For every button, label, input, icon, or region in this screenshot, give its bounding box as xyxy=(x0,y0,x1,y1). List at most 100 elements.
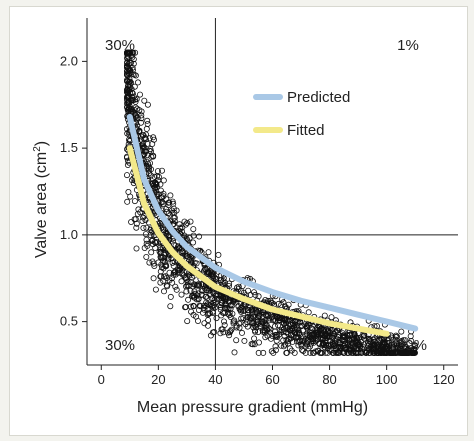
scatter-point xyxy=(220,329,227,336)
scatter-point xyxy=(386,339,393,346)
scatter-point xyxy=(173,286,180,293)
scatter-point xyxy=(166,269,173,276)
scatter-point xyxy=(253,324,260,331)
scatter-point xyxy=(137,209,144,216)
scatter-point xyxy=(269,300,276,307)
scatter-point xyxy=(253,321,260,328)
scatter-point xyxy=(157,253,164,260)
scatter-point xyxy=(389,343,396,350)
scatter-point xyxy=(307,349,314,356)
scatter-point xyxy=(195,282,202,289)
scatter-point xyxy=(177,224,184,231)
scatter-point xyxy=(155,177,162,184)
scatter-point xyxy=(302,335,309,342)
scatter-point xyxy=(397,342,404,349)
scatter-point xyxy=(124,198,131,205)
scatter-point xyxy=(154,173,161,180)
x-tick-label: 40 xyxy=(208,372,222,387)
scatter-point xyxy=(249,341,256,348)
scatter-point xyxy=(280,343,287,350)
scatter-point xyxy=(275,322,282,329)
legend: Predicted Fitted xyxy=(253,89,350,139)
scatter-point xyxy=(146,135,153,142)
scatter-point xyxy=(226,280,233,287)
scatter-point xyxy=(254,318,261,325)
scatter-point xyxy=(247,319,254,326)
scatter-point xyxy=(141,97,148,104)
quadrant-label-bottom-left: 30% xyxy=(105,337,135,354)
scatter-point xyxy=(185,296,192,303)
scatter-point xyxy=(171,217,178,224)
scatter-point xyxy=(157,244,164,251)
scatter-point xyxy=(238,288,245,295)
quadrant-label-bottom-right: 39% xyxy=(397,337,427,354)
scatter-point xyxy=(274,333,281,340)
scatter-point xyxy=(130,60,137,67)
scatter-point xyxy=(163,208,170,215)
x-axis-title: Mean pressure gradient (mmHg) xyxy=(137,399,368,416)
scatter-point xyxy=(163,231,170,238)
scatter-point xyxy=(316,323,323,330)
scatter-point xyxy=(215,251,222,258)
scatter-point xyxy=(359,343,366,350)
legend-label-fitted: Fitted xyxy=(287,122,325,139)
scatter-point xyxy=(370,336,377,343)
scatter-point xyxy=(295,330,302,337)
scatter-point xyxy=(305,309,312,316)
scatter-point xyxy=(256,313,263,320)
scatter-point xyxy=(162,263,169,270)
scatter-point xyxy=(153,180,160,187)
scatter-point xyxy=(386,343,393,350)
scatter-point xyxy=(127,193,134,200)
scatter-point xyxy=(222,295,229,302)
scatter-point xyxy=(250,289,257,296)
scatter-point xyxy=(168,275,175,282)
scatter-point xyxy=(171,220,178,227)
scatter-point xyxy=(183,288,190,295)
scatter-point xyxy=(224,329,231,336)
scatter-point xyxy=(152,286,159,293)
scatter-point xyxy=(149,237,156,244)
scatter-point xyxy=(300,347,307,354)
scatter-point xyxy=(249,306,256,313)
scatter-point xyxy=(157,279,164,286)
y-tick-label: 1.5 xyxy=(60,140,78,155)
scatter-point xyxy=(190,226,197,233)
scatter-point xyxy=(393,349,400,356)
scatter-point xyxy=(341,333,348,340)
scatter-point xyxy=(179,224,186,231)
x-tick-label: 0 xyxy=(98,372,105,387)
scatter-point xyxy=(124,93,131,100)
scatter-point xyxy=(267,335,274,342)
scatter-point xyxy=(208,301,215,308)
scatter-point xyxy=(207,332,214,339)
scatter-point xyxy=(196,233,203,240)
scatter-point xyxy=(131,198,138,205)
x-tick-label: 60 xyxy=(265,372,279,387)
x-tick-label: 120 xyxy=(433,372,455,387)
scatter-point xyxy=(352,349,359,356)
scatter-point xyxy=(171,258,178,265)
scatter-point xyxy=(194,317,201,324)
scatter-point xyxy=(124,49,131,56)
scatter-point xyxy=(163,206,170,213)
scatter-point xyxy=(157,246,164,253)
scatter-point xyxy=(124,78,131,85)
scatter-point xyxy=(238,308,245,315)
scatter-point xyxy=(237,319,244,326)
quadrant-label-top-left: 30% xyxy=(105,37,135,54)
scatter-point xyxy=(201,320,208,327)
scatter-point xyxy=(130,93,137,100)
scatter-point xyxy=(132,216,139,223)
scatter-point xyxy=(190,239,197,246)
scatter-point xyxy=(321,344,328,351)
scatter-point xyxy=(210,290,217,297)
scatter-point xyxy=(384,349,391,356)
scatter-point xyxy=(235,302,242,309)
scatter-point xyxy=(209,302,216,309)
scatter-point xyxy=(190,294,197,301)
scatter-point xyxy=(291,349,298,356)
scatter-point xyxy=(208,269,215,276)
scatter-point xyxy=(133,224,140,231)
